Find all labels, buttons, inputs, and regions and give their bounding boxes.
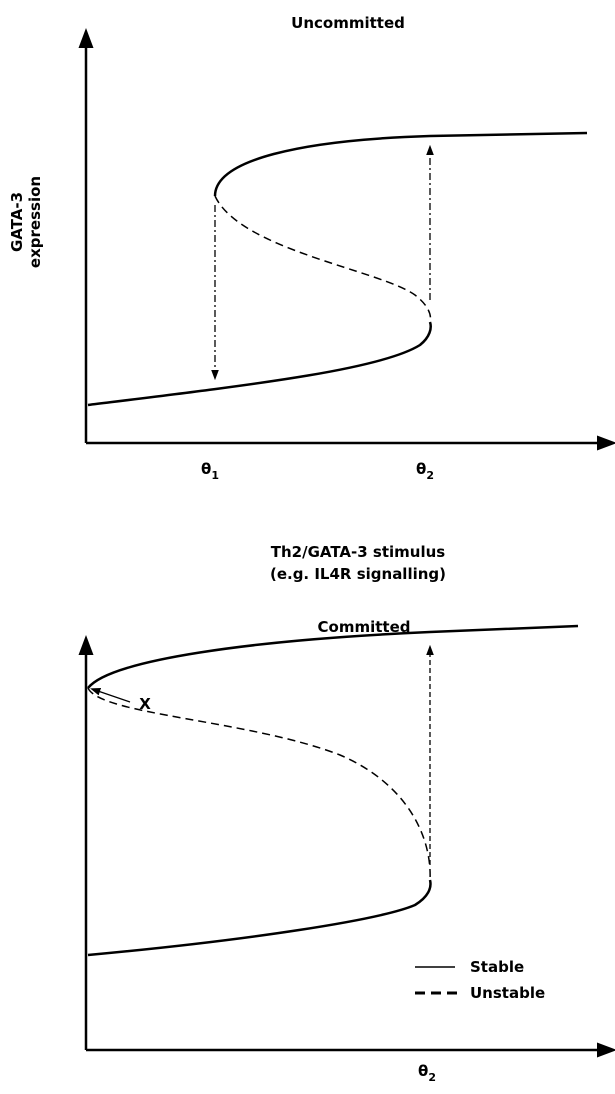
unstable-branch <box>87 687 431 881</box>
stable-branch <box>87 321 432 407</box>
panel-committed: Committed X Stable Unstable θ2 <box>78 618 615 1084</box>
stable-branch <box>87 624 579 689</box>
annotation-arrow <box>90 687 131 703</box>
panel-title: Uncommitted <box>291 14 405 32</box>
x-label: Th2/GATA-3 stimulus <box>271 543 446 561</box>
tick-label: θ2 <box>416 460 434 482</box>
x-label: (e.g. IL4R signalling) <box>270 565 446 583</box>
panel-title: Committed <box>318 618 411 636</box>
y-label: expression <box>26 176 44 268</box>
legend-label: Stable <box>470 958 524 976</box>
stable-branch <box>213 131 588 197</box>
tick-label: θ2 <box>418 1062 436 1084</box>
unstable-branch <box>214 195 432 323</box>
legend-label: Unstable <box>470 984 545 1002</box>
annotation: X <box>139 695 151 713</box>
stable-branch <box>87 879 432 957</box>
tick-label: θ1 <box>201 460 219 482</box>
panel-uncommitted: Uncommitted GATA-3 expression θ1 θ2 Th2/… <box>8 14 615 583</box>
y-label: GATA-3 <box>8 192 26 252</box>
